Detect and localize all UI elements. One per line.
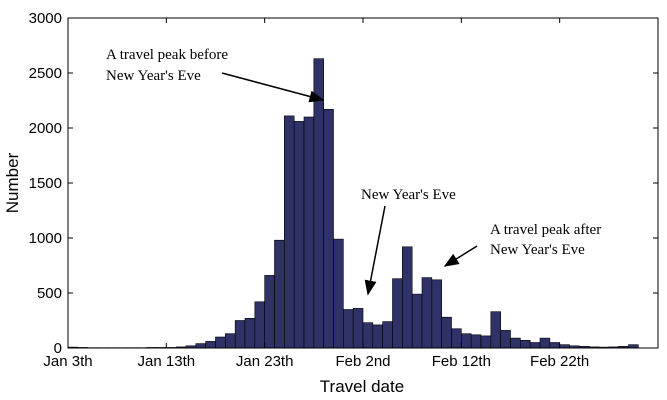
histogram-bar (421, 277, 433, 349)
x-tick-label: Feb 12th (432, 353, 491, 370)
histogram-bar (510, 337, 521, 349)
y-tick-label: 3000 (29, 10, 62, 27)
histogram-bar (343, 309, 354, 349)
histogram-bar (549, 342, 560, 349)
x-ticks: Jan 3th Jan 13th Jan 23th Feb 2nd Feb 12th Fe… (43, 18, 589, 370)
histogram-bar (352, 308, 364, 349)
x-tick-label: Jan 3th (43, 353, 92, 370)
histogram-bar (303, 116, 315, 349)
histogram-bar (411, 293, 423, 349)
annotation-peak-before-arrow (221, 72, 325, 103)
x-tick-label: Jan 23th (236, 353, 294, 370)
bars-group (67, 58, 639, 349)
histogram-bar (313, 58, 324, 349)
histogram-bar (284, 115, 295, 349)
histogram-bar (500, 330, 511, 349)
x-tick-label: Feb 22th (530, 353, 589, 370)
histogram-bar (323, 109, 334, 349)
histogram-bar (244, 317, 256, 349)
histogram-bar (441, 316, 452, 349)
y-ticks: 0 500 1000 1500 2000 2500 3000 (29, 10, 658, 357)
annotation-new-years-eve-arrow (364, 205, 386, 296)
x-tick-label: Feb 2nd (335, 353, 390, 370)
x-tick-label: Jan 13th (138, 353, 196, 370)
y-tick-label: 0 (54, 340, 62, 357)
histogram-bar (451, 328, 462, 349)
histogram-bar (254, 301, 265, 349)
annotation-peak-after-line1: A travel peak after (490, 222, 601, 238)
histogram-bar (264, 275, 275, 349)
histogram-bar (362, 322, 374, 349)
histogram-bar (215, 336, 226, 349)
histogram-bar (402, 246, 413, 349)
histogram-bar (234, 320, 246, 349)
annotation-new-years-eve: New Year's Eve (361, 187, 456, 203)
histogram-bar (539, 337, 551, 349)
annotation-peak-before-line1: A travel peak before (106, 47, 228, 63)
annotation-peak-after-line2: New Year's Eve (490, 242, 585, 258)
y-tick-label: 500 (37, 285, 62, 302)
annotation-peak-after-arrow (443, 245, 478, 267)
histogram-bar (470, 334, 482, 349)
histogram-bar (293, 121, 305, 349)
histogram-bar (205, 341, 216, 349)
x-axis-title: Travel date (320, 377, 404, 396)
histogram-bar (490, 311, 501, 349)
histogram-bar (461, 333, 472, 349)
y-tick-label: 1000 (29, 230, 62, 247)
annotation-peak-before-line2: New Year's Eve (106, 68, 201, 84)
histogram-bar (431, 279, 442, 349)
y-axis-title: Number (3, 152, 22, 213)
y-tick-label: 2500 (29, 65, 62, 82)
histogram-bar (333, 238, 344, 349)
histogram-bar (529, 342, 541, 349)
y-tick-label: 2000 (29, 120, 62, 137)
histogram-bar (520, 339, 531, 349)
histogram-bar (195, 343, 206, 349)
histogram-bar (372, 324, 383, 349)
histogram-bar (225, 333, 236, 349)
histogram-bar (382, 321, 393, 349)
histogram-bar (392, 278, 403, 349)
histogram-bar (480, 335, 492, 349)
histogram-bar (274, 239, 285, 349)
y-tick-label: 1500 (29, 175, 62, 192)
